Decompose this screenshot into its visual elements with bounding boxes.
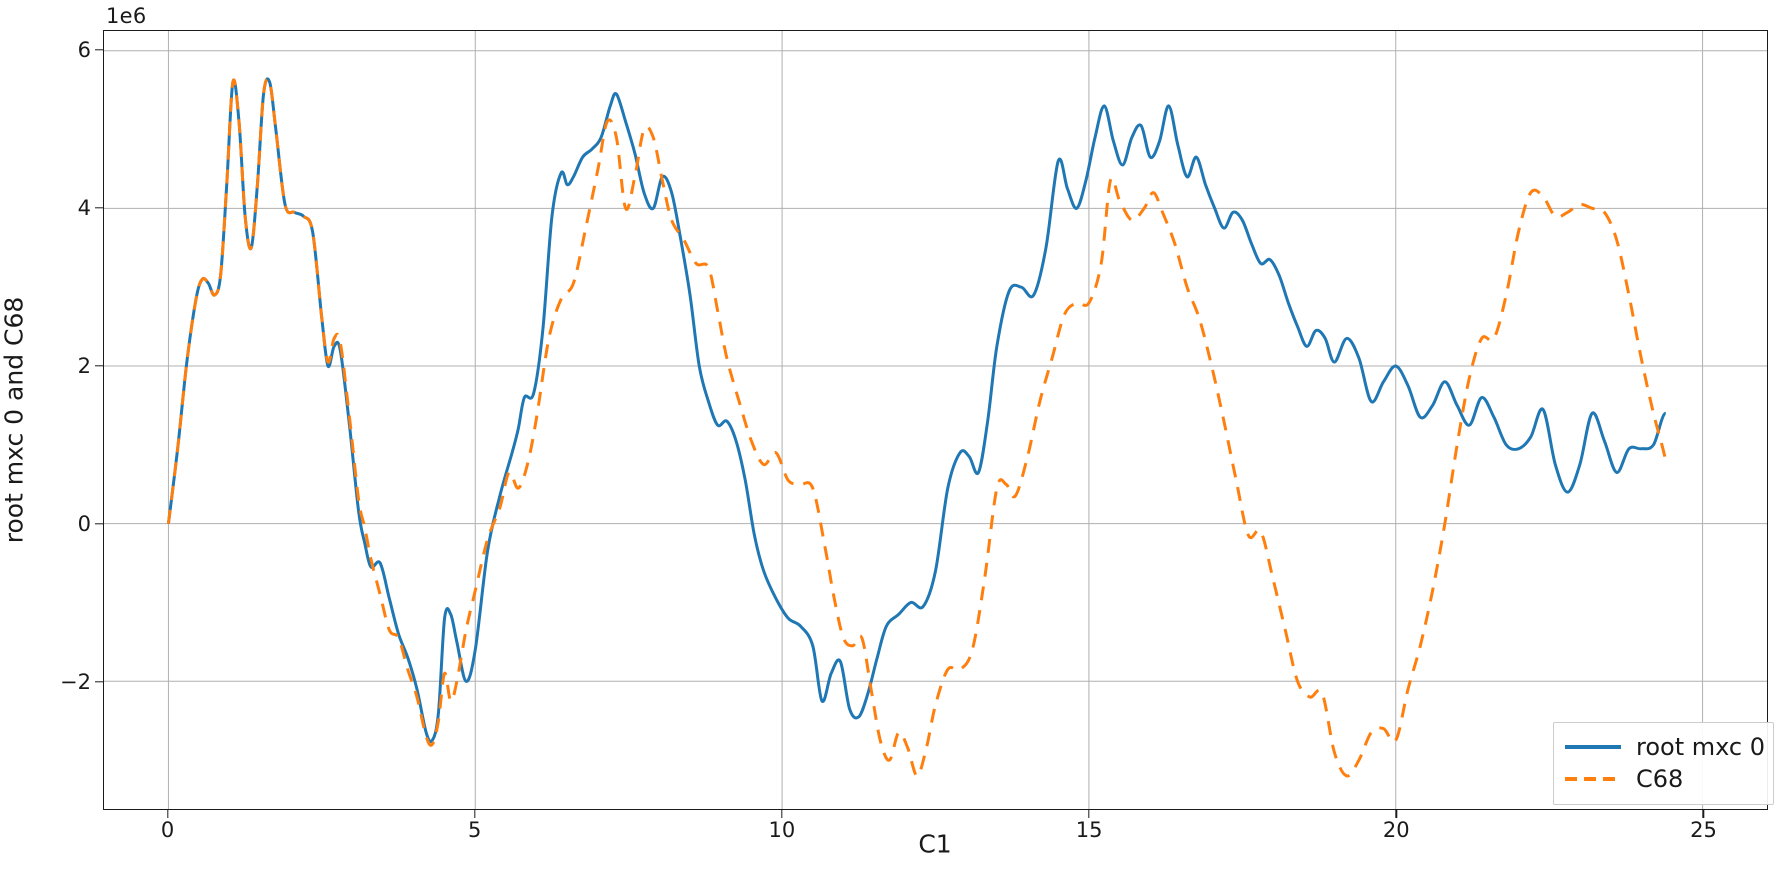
x-axis-title: C1	[918, 829, 952, 859]
legend: root mxc 0 C68	[1553, 722, 1774, 805]
y-tick-label: −2	[60, 669, 91, 694]
plot-canvas	[104, 31, 1767, 809]
y-tick-mark	[95, 207, 103, 209]
x-tick-label: 25	[1690, 818, 1717, 842]
x-tick-label: 5	[468, 818, 482, 842]
legend-entry-0[interactable]: root mxc 0	[1564, 731, 1765, 763]
x-tick-mark	[166, 810, 169, 818]
y-tick-label: 0	[77, 511, 91, 536]
x-tick-label: 10	[768, 818, 796, 842]
y-tick-mark	[95, 681, 103, 683]
x-tick-label: 0	[160, 818, 175, 842]
x-tick-mark	[474, 810, 476, 818]
x-tick-mark	[1088, 810, 1090, 818]
y-tick-mark	[95, 523, 103, 525]
x-tick-mark	[781, 810, 783, 818]
x-tick-label: 20	[1382, 818, 1410, 842]
legend-label-1: C68	[1636, 765, 1684, 793]
x-tick-mark	[1702, 810, 1705, 818]
data-line-1	[166, 77, 1668, 778]
legend-entry-1[interactable]: C68	[1564, 763, 1763, 795]
data-line-0	[166, 77, 1667, 744]
y-tick-label: 2	[77, 353, 91, 378]
y-axis-offset-text: 1e6	[106, 4, 147, 28]
y-axis-title: root mxc 0 and C68	[0, 296, 29, 544]
x-tick-mark	[1395, 810, 1397, 818]
y-tick-label: 6	[77, 37, 91, 62]
legend-label-0: root mxc 0	[1636, 733, 1765, 761]
plot-axes	[103, 30, 1768, 810]
y-tick-label: 4	[77, 195, 91, 220]
legend-swatch-line-0	[1565, 745, 1621, 749]
x-tick-label: 15	[1075, 818, 1103, 842]
legend-swatch-line-1	[1565, 777, 1621, 781]
y-tick-mark	[95, 49, 103, 51]
y-tick-mark	[95, 365, 103, 367]
